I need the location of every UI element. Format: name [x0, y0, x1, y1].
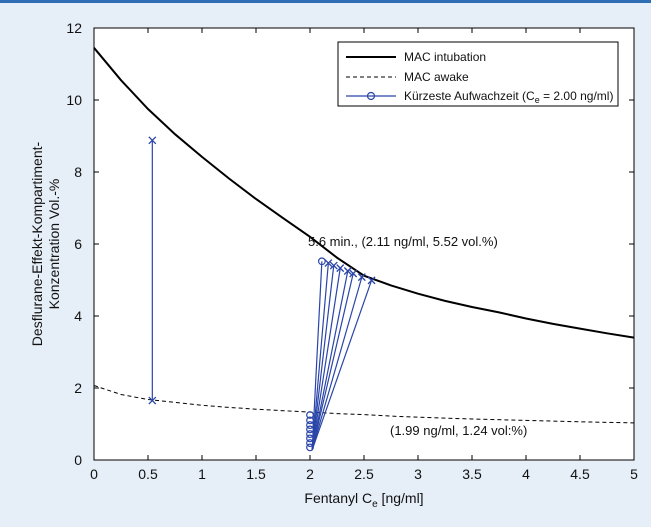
x-marker-stroke — [349, 269, 358, 278]
fan-line — [311, 261, 323, 450]
x-tick-label: 0.5 — [138, 466, 158, 482]
x-marker-stroke — [343, 267, 352, 275]
x-axis-label-sub: e — [372, 499, 378, 510]
x-marker-icon — [336, 264, 345, 273]
x-marker-icon — [329, 261, 338, 270]
x-tick-label: 4.5 — [570, 466, 590, 482]
fan-line — [311, 270, 349, 451]
circle-marker-icon — [306, 430, 314, 438]
circle-marker-icon — [306, 443, 314, 452]
circle-marker-icon — [306, 411, 314, 419]
y-tick-label: 10 — [66, 92, 82, 108]
x-tick-label: 1 — [198, 466, 206, 482]
x-marker-icon — [148, 136, 157, 145]
y-tick-label: 8 — [74, 164, 82, 180]
x-marker-icon — [357, 273, 366, 282]
x-tick-label: 3.5 — [462, 466, 482, 482]
circle-marker-icon — [306, 416, 314, 425]
y-tick-label: 4 — [74, 308, 82, 324]
circle-marker-icon — [317, 257, 326, 266]
circle-marker-icon — [306, 439, 314, 447]
circle-marker-icon — [306, 421, 314, 429]
y-axis-label: Desflurane-Effekt-Kompartiment- Konzentr… — [29, 141, 62, 346]
x-axis-ticks: 0 0.5 1 1.5 2 2.5 3 3.5 4 4.5 5 — [90, 28, 638, 482]
x-marker-stroke — [148, 136, 157, 145]
legend-label-sub: e — [535, 95, 540, 105]
annotation-top-point: 5.6 min., (2.11 ng/ml, 5.52 vol.%) — [308, 234, 498, 249]
y-tick-label: 0 — [74, 452, 82, 468]
x-marker-stroke — [148, 396, 157, 405]
fan-line — [311, 280, 373, 451]
x-marker-icon — [324, 259, 333, 268]
fan-line — [311, 276, 363, 451]
x-marker-stroke — [329, 261, 338, 270]
legend-label-mac-intubation: MAC intubation — [404, 50, 486, 64]
x-tick-label: 2 — [306, 466, 314, 482]
x-tick-label: 4 — [522, 466, 530, 482]
circle-marker-icon — [306, 434, 314, 443]
fan-line — [311, 273, 354, 451]
x-marker-icon — [148, 396, 157, 405]
y-axis-ticks: 0 2 4 6 8 10 12 — [66, 20, 634, 468]
legend-label-main: Kürzeste Aufwachzeit (C — [404, 89, 535, 103]
legend: MAC intubation MAC awake Kürzeste Aufwac… — [337, 41, 619, 107]
x-marker-icon — [367, 276, 376, 285]
x-tick-label: 1.5 — [246, 466, 266, 482]
legend-label-end: = 2.00 ng/ml) — [540, 89, 614, 103]
fan-line — [311, 265, 335, 450]
legend-box — [337, 41, 619, 107]
legend-label-mac-awake: MAC awake — [404, 70, 469, 84]
fan-line — [311, 263, 329, 450]
y-axis-label-line1: Desflurane-Effekt-Kompartiment- — [29, 141, 45, 346]
x-tick-label: 3 — [414, 466, 422, 482]
x-marker-stroke — [367, 276, 376, 285]
x-marker-stroke — [324, 259, 333, 268]
x-axis-label: Fentanyl Ce [ng/ml] — [304, 490, 423, 510]
y-axis-label-line2: Konzentration Vol.-% — [46, 179, 62, 310]
x-axis-label-unit: [ng/ml] — [378, 490, 424, 506]
y-tick-label: 12 — [66, 20, 82, 36]
x-tick-label: 2.5 — [354, 466, 374, 482]
x-tick-label: 0 — [90, 466, 98, 482]
x-marker-stroke — [336, 264, 345, 273]
circle-marker-icon — [306, 425, 314, 434]
legend-marker-circle-icon — [366, 91, 376, 101]
fan-line — [311, 268, 341, 451]
x-axis-label-main: Fentanyl C — [304, 490, 372, 506]
chart: 0 2 4 6 8 10 12 0 0.5 1 1.5 2 2.5 3 3.5 4 4.5 5 MAC intu… — [29, 20, 638, 510]
x-tick-label: 5 — [630, 466, 638, 482]
data-markers — [148, 136, 376, 452]
x-marker-stroke — [357, 273, 366, 282]
x-marker-icon — [343, 267, 352, 275]
legend-label-kuerzeste-aufwachzeit: Kürzeste Aufwachzeit (Ce = 2.00 ng/ml) — [404, 89, 613, 105]
x-marker-icon — [349, 269, 358, 278]
y-tick-label: 2 — [74, 380, 82, 396]
y-tick-label: 6 — [74, 236, 82, 252]
annotation-bottom-point: (1.99 ng/ml, 1.24 vol:%) — [390, 423, 527, 438]
